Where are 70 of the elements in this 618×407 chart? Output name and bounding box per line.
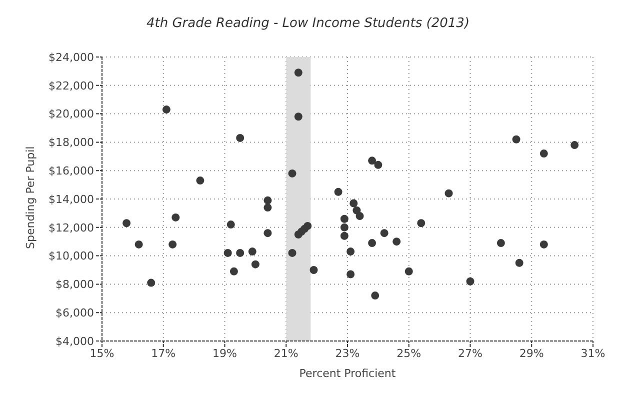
- point: [515, 258, 524, 267]
- point: [248, 248, 256, 256]
- point: [226, 220, 235, 229]
- point: [304, 222, 312, 230]
- x-tick-label: 31%: [580, 346, 606, 360]
- x-tick-label: 27%: [458, 346, 482, 360]
- x-tick-label: 25%: [396, 346, 422, 360]
- point: [147, 278, 156, 287]
- point: [512, 135, 520, 144]
- x-tick-label: 19%: [212, 346, 237, 360]
- point: [162, 106, 170, 114]
- point: [540, 150, 548, 158]
- chart-title: 4th Grade Reading - Low Income Students (2013): [145, 16, 471, 31]
- point: [230, 267, 238, 276]
- point: [368, 156, 376, 165]
- y-tick-label: $12,000: [48, 221, 94, 234]
- point: [340, 232, 348, 240]
- point: [251, 260, 260, 268]
- point: [236, 248, 244, 257]
- y-tick-label: $6,000: [56, 306, 94, 320]
- point: [444, 189, 453, 198]
- point: [496, 239, 505, 248]
- x-tick-label: 29%: [519, 346, 544, 360]
- point: [288, 169, 296, 178]
- y-tick-label: $24,000: [48, 50, 94, 64]
- point: [570, 141, 579, 150]
- point: [392, 238, 401, 246]
- point: [350, 199, 358, 208]
- point: [264, 196, 272, 204]
- point: [417, 219, 426, 228]
- point: [310, 266, 318, 274]
- point: [264, 229, 272, 238]
- point: [374, 160, 382, 169]
- point: [264, 204, 272, 212]
- x-axis-title: Percent Proficient: [299, 367, 396, 380]
- point: [172, 213, 180, 222]
- point: [236, 134, 244, 142]
- x-tick-label: 23%: [335, 346, 360, 360]
- y-tick-label: $10,000: [48, 250, 94, 263]
- y-tick-label: $20,000: [48, 108, 94, 121]
- point: [288, 248, 296, 257]
- x-tick-label: 15%: [90, 346, 114, 360]
- point: [334, 188, 342, 196]
- y-tick-label: $22,000: [48, 79, 94, 92]
- point: [224, 248, 232, 257]
- y-axis-title: Spending Per Pupil: [24, 146, 37, 249]
- point: [380, 229, 388, 238]
- y-tick-label: $8,000: [56, 278, 94, 292]
- point: [294, 112, 302, 121]
- point: [371, 292, 380, 300]
- point: [368, 239, 376, 248]
- point: [404, 267, 413, 276]
- y-tick-label: $14,000: [48, 192, 94, 206]
- point: [196, 176, 204, 185]
- point: [540, 240, 548, 248]
- x-tick-label: 21%: [274, 346, 298, 360]
- point: [346, 270, 355, 278]
- point: [122, 219, 131, 228]
- y-tick-label: $4,000: [56, 334, 94, 348]
- y-tick-label: $16,000: [48, 164, 94, 178]
- point: [340, 214, 348, 223]
- point: [356, 212, 364, 220]
- y-tick-label: $18,000: [48, 136, 94, 150]
- point: [346, 248, 355, 256]
- point: [466, 277, 474, 286]
- x-tick-label: 17%: [151, 346, 176, 360]
- point: [294, 68, 302, 77]
- point: [134, 240, 143, 248]
- point: [340, 223, 348, 232]
- point: [168, 240, 177, 248]
